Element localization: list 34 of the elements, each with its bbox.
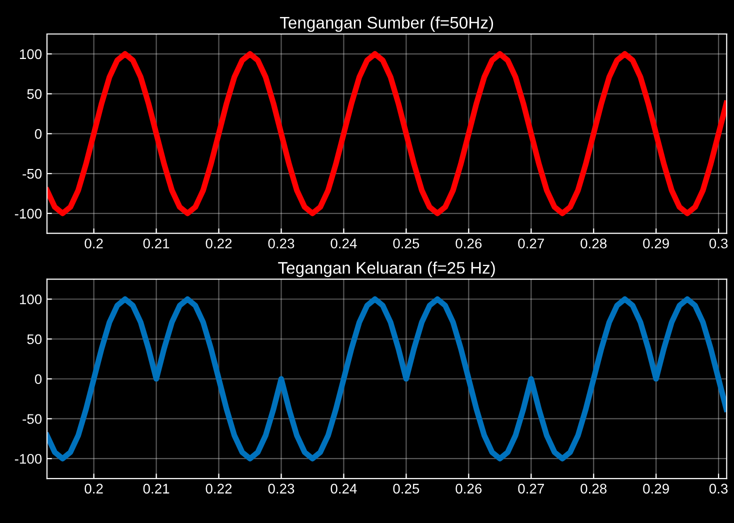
x-tick-label: 0.28 xyxy=(580,238,607,248)
x-tick-label: 0.29 xyxy=(643,484,669,494)
x-tick-label: 0.26 xyxy=(456,484,482,494)
chart-title: Tegangan Keluaran (f=25 Hz) xyxy=(278,262,495,278)
x-tick-label: 0.3 xyxy=(709,484,728,494)
x-tick-label: 0.27 xyxy=(518,484,544,494)
x-tick-label: 0.24 xyxy=(330,238,357,248)
y-tick-label: 0 xyxy=(34,374,42,384)
x-tick-label: 0.24 xyxy=(330,484,357,494)
y-tick-label: 50 xyxy=(27,89,42,99)
x-tick-label: 0.29 xyxy=(643,238,669,248)
x-tick-label: 0.21 xyxy=(143,238,170,248)
x-tick-label: 0.23 xyxy=(268,238,294,248)
y-tick-label: 50 xyxy=(27,334,42,344)
chart-title: Tengangan Sumber (f=50Hz) xyxy=(280,16,494,32)
x-tick-label: 0.23 xyxy=(268,484,294,494)
x-tick-label: 0.3 xyxy=(709,238,728,248)
y-tick-label: -100 xyxy=(14,454,42,464)
y-tick-label: 100 xyxy=(20,49,42,60)
x-tick-label: 0.22 xyxy=(206,484,232,494)
x-tick-label: 0.28 xyxy=(580,484,607,494)
x-tick-label: 0.21 xyxy=(143,484,170,494)
x-tick-label: 0.26 xyxy=(456,238,482,248)
x-tick-label: 0.2 xyxy=(84,484,103,494)
x-tick-label: 0.27 xyxy=(518,238,544,248)
y-tick-label: 0 xyxy=(34,129,42,139)
y-tick-label: -50 xyxy=(22,414,42,424)
y-tick-label: 100 xyxy=(20,294,42,304)
x-tick-label: 0.2 xyxy=(84,238,103,248)
y-tick-label: -100 xyxy=(14,208,42,219)
x-tick-label: 0.22 xyxy=(206,238,232,248)
x-tick-label: 0.25 xyxy=(393,238,420,248)
y-tick-label: -50 xyxy=(22,168,42,179)
x-tick-label: 0.25 xyxy=(393,484,420,494)
